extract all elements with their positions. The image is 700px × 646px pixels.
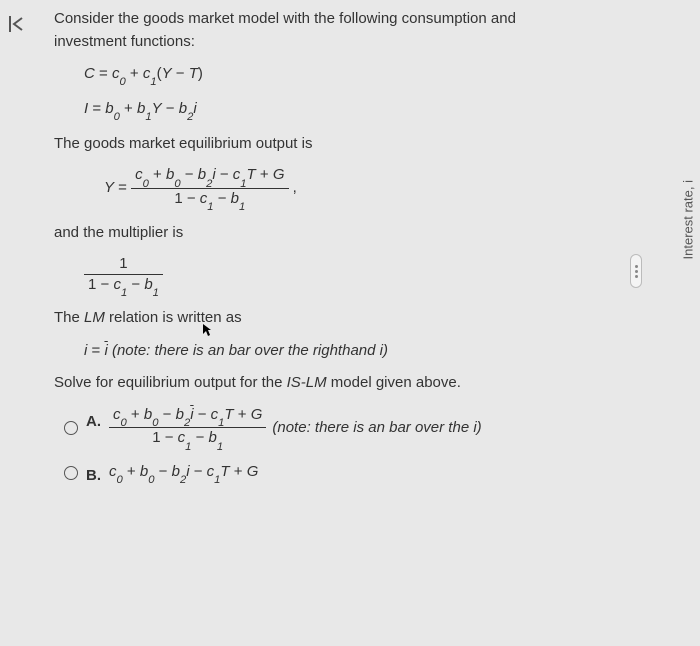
solve-prompt: Solve for equilibrium output for the IS-… bbox=[54, 372, 618, 395]
intro-text: Consider the goods market model with the… bbox=[54, 8, 618, 53]
option-a-label: A. bbox=[86, 411, 101, 434]
dot-icon bbox=[635, 265, 638, 268]
option-a-row[interactable]: A. c0 + b0 − b2i − c1T + G 1 − c1 − b1 (… bbox=[54, 405, 618, 451]
cursor-icon bbox=[202, 323, 212, 337]
radio-b[interactable] bbox=[64, 466, 78, 480]
option-b-label: B. bbox=[86, 465, 101, 488]
expand-pill-button[interactable] bbox=[630, 254, 642, 288]
lm-relation: i = i (note: there is an bar over the ri… bbox=[54, 340, 618, 363]
consumption-eq: C = c0 + c1(Y − T) bbox=[54, 63, 618, 88]
dot-icon bbox=[635, 270, 638, 273]
option-b-row[interactable]: B. c0 + b0 − b2i − c1T + G bbox=[54, 459, 618, 488]
question-body: Consider the goods market model with the… bbox=[54, 8, 618, 495]
radio-a[interactable] bbox=[64, 421, 78, 435]
intro-line2: investment functions: bbox=[54, 33, 195, 50]
option-b-content: c0 + b0 − b2i − c1T + G bbox=[109, 461, 258, 486]
multiplier-label: and the multiplier is bbox=[54, 222, 618, 245]
dot-icon bbox=[635, 275, 638, 278]
lm-label: The LM relation is written as bbox=[54, 307, 618, 330]
intro-line1: Consider the goods market model with the… bbox=[54, 10, 516, 27]
equilibrium-eq: Y = c0 + b0 − b2i − c1T + G 1 − c1 − b1 … bbox=[54, 165, 618, 211]
equilibrium-label: The goods market equilibrium output is bbox=[54, 133, 618, 156]
multiplier-eq: 1 1 − c1 − b1 bbox=[54, 254, 618, 297]
investment-eq: I = b0 + b1Y − b2i bbox=[54, 98, 618, 123]
collapse-panel-button[interactable] bbox=[4, 12, 28, 36]
y-axis-label: Interest rate, i bbox=[680, 180, 695, 259]
option-a-content: c0 + b0 − b2i − c1T + G 1 − c1 − b1 (not… bbox=[109, 405, 482, 451]
